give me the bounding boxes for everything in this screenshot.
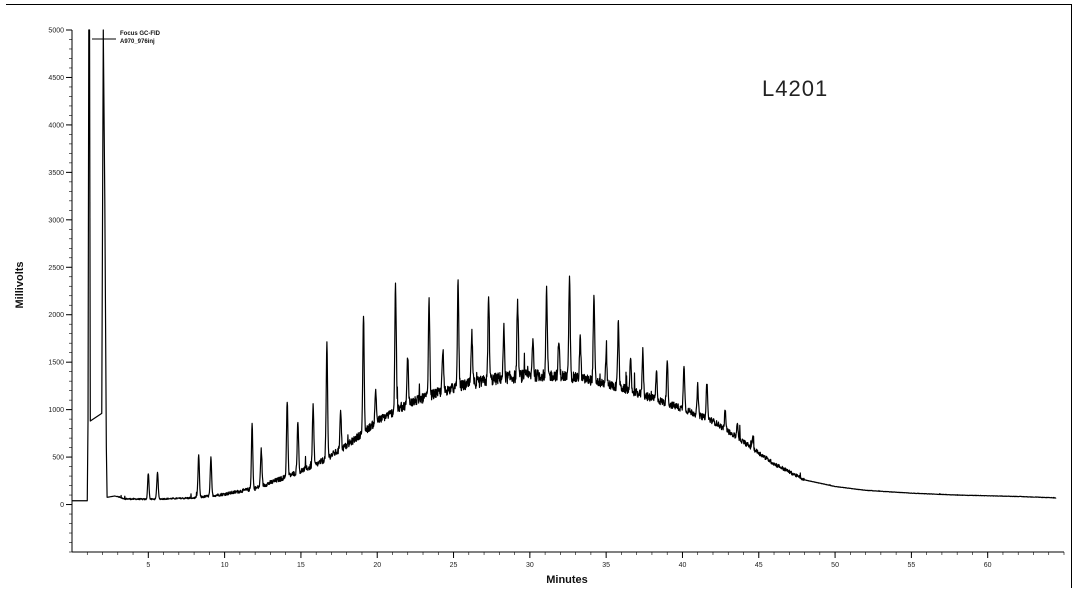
x-tick-label: 10 (221, 562, 229, 569)
y-tick-label: 3500 (48, 170, 64, 177)
x-tick-label: 15 (297, 562, 305, 569)
y-tick-label: 4000 (48, 122, 64, 129)
y-tick-label: 2000 (48, 312, 64, 319)
y-tick-label: 4500 (48, 75, 64, 82)
legend-series-name: A970_976inj (120, 39, 155, 45)
x-tick-label: 30 (526, 562, 534, 569)
x-tick-label: 20 (373, 562, 381, 569)
x-tick-label: 60 (984, 562, 992, 569)
y-axis-label: Millivolts (14, 261, 26, 308)
plot-frame (6, 4, 1072, 588)
x-axis-label: Minutes (546, 574, 588, 586)
y-tick-label: 1500 (48, 360, 64, 367)
x-tick-label: 50 (831, 562, 839, 569)
x-tick-label: 40 (679, 562, 687, 569)
legend-instrument: Focus GC-FID (120, 31, 161, 37)
y-tick-label: 3000 (48, 217, 64, 224)
x-axis: 5 10 15 20 25 30 35 40 45 50 55 60 (72, 551, 1065, 569)
sample-label: L4201 (762, 76, 828, 101)
y-axis: 0 500 1000 1500 2000 2500 3000 3500 4000 4500 5000 (48, 28, 73, 553)
x-tick-label: 45 (755, 562, 763, 569)
x-tick-label: 55 (907, 562, 915, 569)
y-tick-label: 500 (52, 455, 64, 462)
x-tick-label: 35 (602, 562, 610, 569)
trace-line (72, 29, 1057, 502)
y-tick-label: 1000 (48, 407, 64, 414)
trace-group (72, 29, 1057, 502)
y-tick-label: 5000 (48, 28, 64, 35)
x-tick-label: 25 (450, 562, 458, 569)
y-tick-label: 2500 (48, 265, 64, 272)
y-tick-label: 0 (60, 502, 64, 509)
legend: Focus GC-FID A970_976inj (92, 31, 161, 45)
x-tick-label: 5 (146, 562, 150, 569)
